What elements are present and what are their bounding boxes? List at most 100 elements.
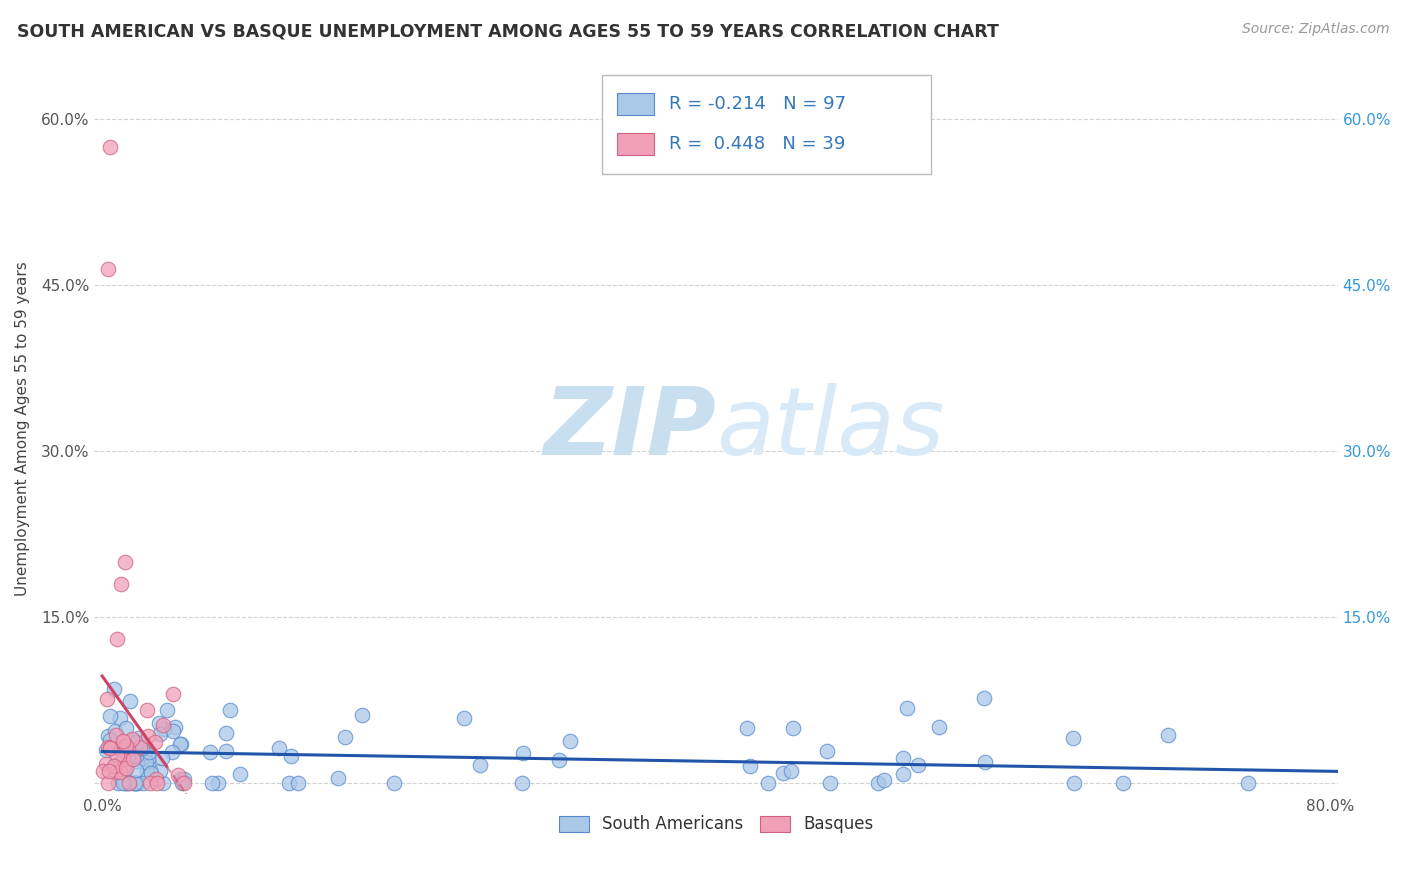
Point xyxy=(326,772,349,786)
Point xyxy=(135,755,157,769)
Point xyxy=(173,775,195,789)
Point xyxy=(107,632,129,646)
Point xyxy=(782,721,804,735)
Legend: South Americans, Basques: South Americans, Basques xyxy=(553,809,880,840)
Point xyxy=(121,731,143,746)
Point xyxy=(548,753,571,767)
Point xyxy=(143,734,166,748)
Point xyxy=(98,741,121,756)
Point xyxy=(112,752,135,766)
Point xyxy=(103,759,125,773)
Point xyxy=(866,775,889,789)
Point xyxy=(201,775,224,789)
Point xyxy=(108,710,131,724)
Point xyxy=(156,703,179,717)
Point xyxy=(97,730,120,744)
Point xyxy=(219,703,242,717)
Point xyxy=(756,775,779,789)
Point xyxy=(165,720,187,734)
Point xyxy=(114,775,136,789)
Point xyxy=(215,744,238,758)
Point xyxy=(149,727,172,741)
Point xyxy=(108,765,131,780)
Point xyxy=(114,761,136,775)
Point xyxy=(125,754,148,768)
Point xyxy=(150,751,173,765)
Point xyxy=(131,740,153,755)
Point xyxy=(98,741,121,756)
Point xyxy=(125,748,148,763)
Point xyxy=(94,743,117,757)
Point xyxy=(278,775,301,789)
Point xyxy=(111,734,134,748)
Point xyxy=(772,766,794,780)
Point xyxy=(169,738,191,752)
Point xyxy=(104,764,127,779)
Point xyxy=(152,718,174,732)
Point xyxy=(118,694,141,708)
Point xyxy=(97,764,120,778)
Point xyxy=(287,775,309,789)
Point xyxy=(114,758,136,772)
Point xyxy=(111,775,134,789)
Point xyxy=(131,775,153,789)
Point xyxy=(118,775,141,789)
Point xyxy=(136,765,159,780)
Point xyxy=(134,745,156,759)
Point xyxy=(125,775,148,789)
Point xyxy=(103,723,125,738)
Point xyxy=(127,731,149,745)
Point xyxy=(1157,728,1180,742)
Point xyxy=(146,775,169,789)
Point xyxy=(139,775,162,789)
Point xyxy=(1062,731,1084,745)
Point xyxy=(98,140,121,154)
Text: R =  0.448   N = 39: R = 0.448 N = 39 xyxy=(669,136,845,153)
Text: Source: ZipAtlas.com: Source: ZipAtlas.com xyxy=(1241,22,1389,37)
Point xyxy=(138,745,160,759)
Point xyxy=(269,740,291,755)
Point xyxy=(136,703,159,717)
Point xyxy=(94,756,117,771)
Point xyxy=(114,775,136,789)
Point xyxy=(124,775,146,789)
Point xyxy=(148,716,170,731)
Point xyxy=(129,739,152,754)
Point xyxy=(132,747,155,761)
Point xyxy=(114,555,136,569)
Point xyxy=(173,772,195,786)
Point xyxy=(333,730,356,744)
Point xyxy=(352,707,374,722)
Point xyxy=(215,725,238,739)
Point xyxy=(115,721,138,735)
Point xyxy=(105,747,128,762)
Point xyxy=(117,750,139,764)
Point xyxy=(198,745,221,759)
Text: atlas: atlas xyxy=(716,384,945,475)
Point xyxy=(453,711,475,725)
Point xyxy=(170,772,193,786)
Point xyxy=(149,764,172,779)
Point xyxy=(98,732,121,747)
Point xyxy=(96,692,118,706)
Point xyxy=(117,741,139,756)
Point xyxy=(512,746,534,760)
FancyBboxPatch shape xyxy=(602,75,931,174)
Point xyxy=(136,729,159,743)
Point xyxy=(115,739,138,753)
Point xyxy=(170,737,193,751)
Point xyxy=(112,739,135,754)
Point xyxy=(280,748,302,763)
Point xyxy=(138,751,160,765)
Point xyxy=(110,742,132,756)
Point xyxy=(382,775,405,789)
Point xyxy=(738,759,761,773)
Point xyxy=(896,701,918,715)
Point xyxy=(973,691,995,706)
Point xyxy=(121,749,143,764)
Point xyxy=(1063,775,1085,789)
Point xyxy=(973,755,995,769)
Point xyxy=(121,752,143,766)
Point xyxy=(891,766,914,780)
Point xyxy=(104,728,127,742)
